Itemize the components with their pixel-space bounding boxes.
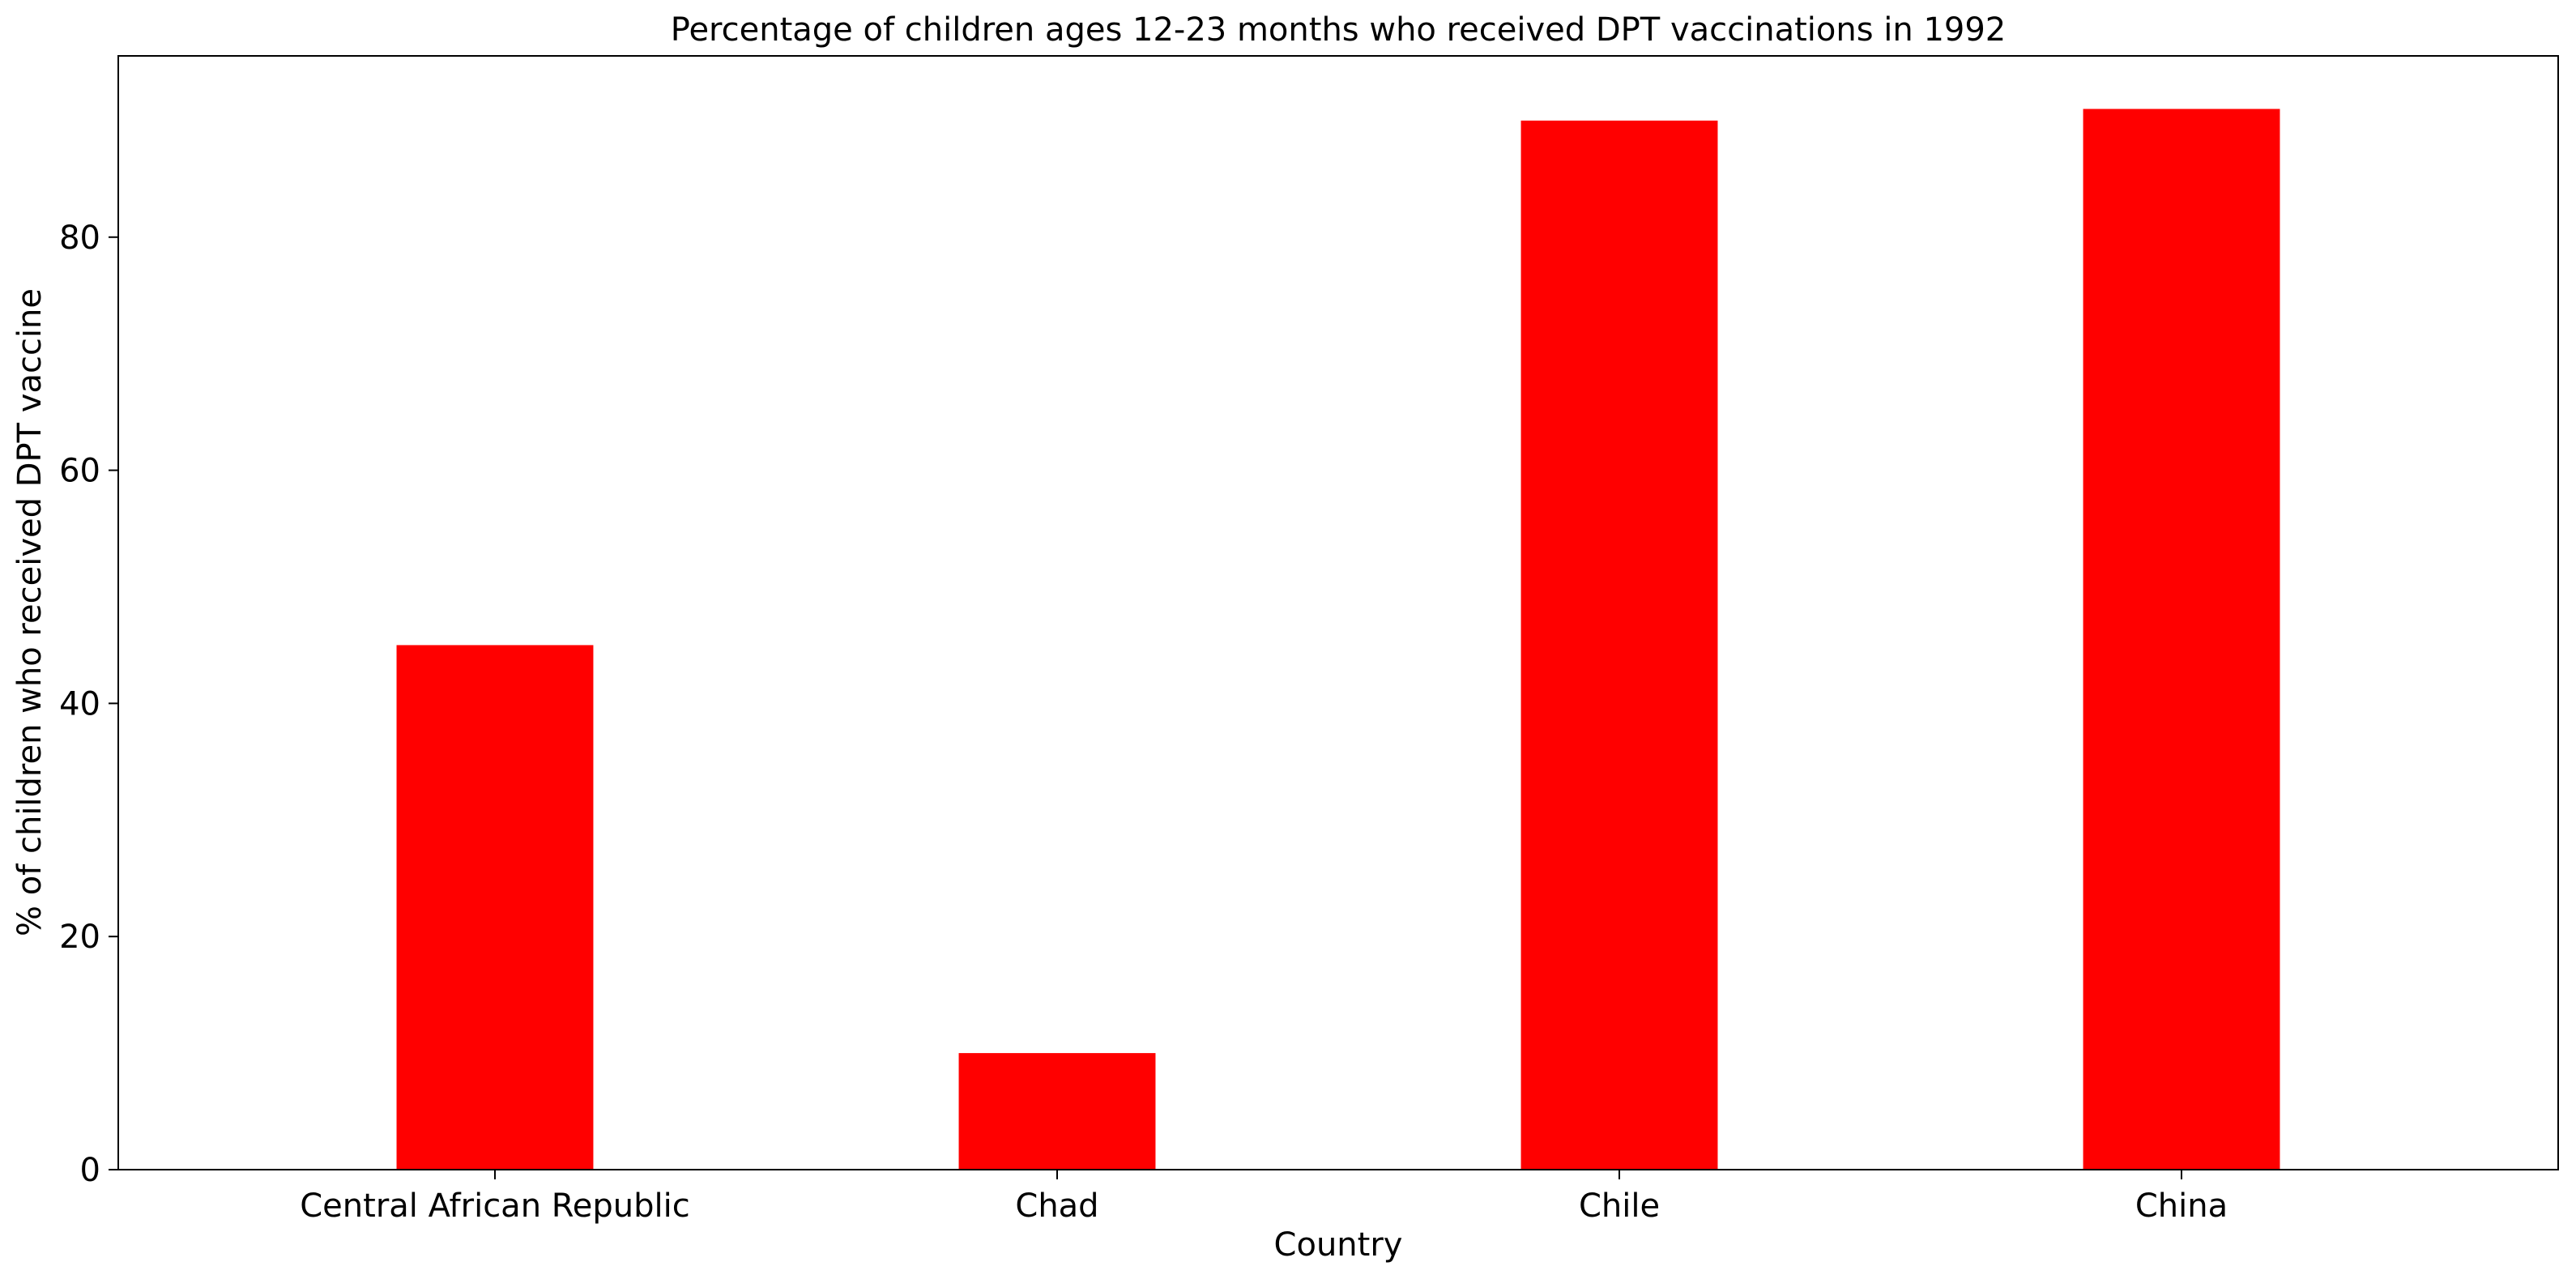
x-tick-label: Chad	[1015, 1187, 1098, 1225]
plot-frame	[117, 55, 2559, 1170]
bar-chad	[958, 1053, 1156, 1170]
y-tick-label: 20	[59, 919, 100, 956]
y-axis-ticks: 0 20 40 60 80	[59, 220, 118, 1189]
y-tick-label: 80	[59, 220, 100, 257]
y-tick-label: 60	[59, 453, 100, 490]
bar-central-african-republic	[396, 645, 594, 1170]
x-tick-label: Chile	[1579, 1187, 1660, 1225]
y-tick-label: 40	[59, 685, 100, 723]
chart-title: Percentage of children ages 12-23 months…	[671, 11, 2007, 49]
x-tick-label: China	[2135, 1187, 2228, 1225]
y-axis-label: % of children who received DPT vaccine	[11, 288, 49, 936]
bar-china	[2083, 109, 2280, 1170]
x-axis-ticks: Central African Republic Chad Chile China	[300, 1170, 2228, 1225]
bars-group	[396, 109, 2280, 1170]
x-tick-label: Central African Republic	[300, 1187, 689, 1225]
y-tick-label: 0	[80, 1152, 100, 1189]
bar-chile	[1520, 120, 1718, 1170]
x-axis-label: Country	[1274, 1226, 1403, 1264]
